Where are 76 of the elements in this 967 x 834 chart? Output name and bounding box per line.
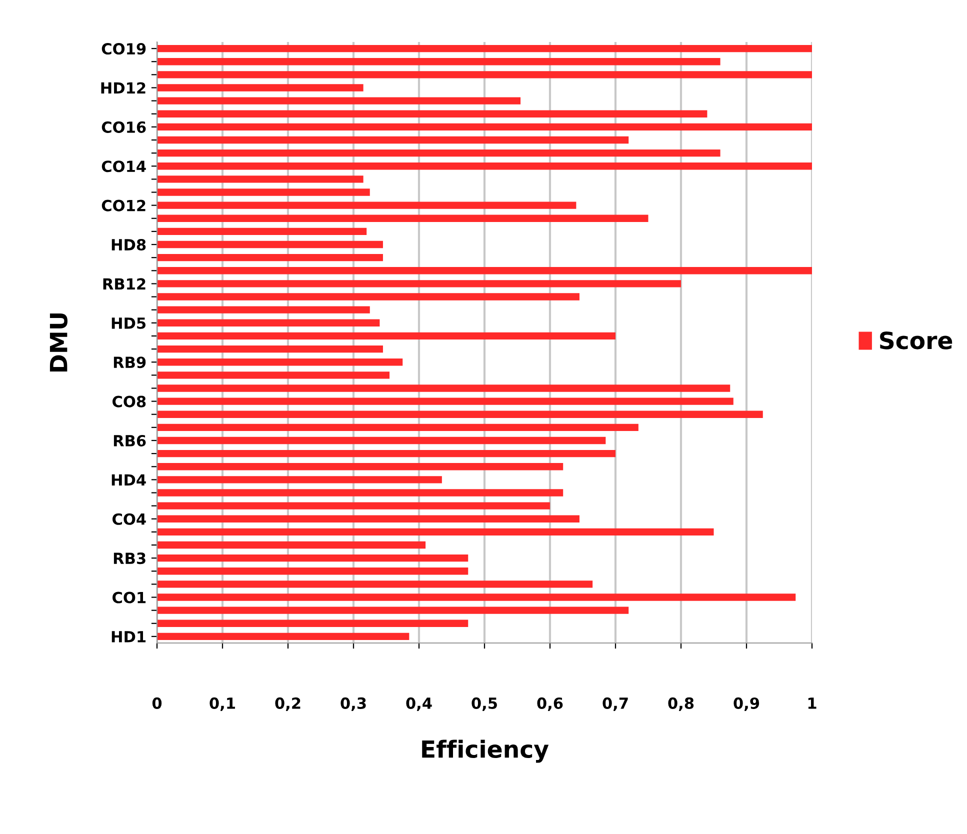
- bar: [157, 267, 812, 274]
- bar: [157, 398, 734, 405]
- bar: [157, 384, 730, 392]
- bar: [157, 319, 380, 326]
- y-tick-label: HD1: [112, 631, 146, 642]
- bar: [157, 594, 796, 601]
- bar: [157, 110, 708, 118]
- bar: [157, 450, 616, 458]
- y-tick-label: RB6: [114, 434, 146, 447]
- bar: [157, 345, 383, 353]
- bar: [157, 293, 580, 300]
- bar: [157, 358, 403, 366]
- x-tick-label: 0: [152, 697, 162, 709]
- bar: [157, 84, 364, 92]
- bar: [157, 372, 390, 379]
- x-tick-label: 0,5: [472, 697, 497, 711]
- y-tick-label: CO12: [102, 200, 146, 212]
- bar: [157, 44, 812, 52]
- y-tick-label: HD12: [101, 82, 146, 94]
- bar: [157, 162, 812, 170]
- y-tick-label: CO14: [102, 160, 146, 172]
- bar: [157, 528, 714, 536]
- y-tick-label: HD4: [112, 474, 146, 486]
- bar: [157, 476, 442, 484]
- bar: [157, 228, 367, 236]
- x-tick-label: 0,1: [210, 697, 235, 711]
- bar: [157, 97, 521, 104]
- bar: [157, 410, 763, 418]
- bar: [157, 188, 370, 196]
- bar: [157, 332, 616, 340]
- x-tick-label: 0,4: [406, 697, 432, 711]
- bar: [157, 620, 468, 627]
- x-tick-label: 0,2: [275, 697, 300, 711]
- y-tick-label: CO4: [112, 513, 146, 525]
- bar: [157, 424, 638, 432]
- bar: [157, 202, 576, 209]
- bar: [157, 123, 812, 131]
- y-tick-label: RB9: [114, 356, 146, 368]
- bar: [157, 463, 564, 470]
- legend-label: Score: [880, 331, 952, 350]
- bar: [157, 606, 629, 614]
- x-tick-label: 0,8: [668, 697, 694, 711]
- y-tick-label: RB12: [103, 278, 146, 290]
- bar: [157, 240, 383, 248]
- bar: [157, 306, 370, 314]
- bar: [157, 58, 720, 66]
- bar: [157, 436, 606, 444]
- bar: [157, 541, 426, 549]
- x-tick-label: 0,3: [340, 697, 366, 711]
- y-tick-label: CO1: [112, 592, 146, 604]
- x-tick-label: 1: [808, 698, 816, 709]
- x-tick-label: 0,7: [602, 697, 628, 711]
- bar: [157, 254, 383, 262]
- y-tick-label: CO19: [102, 43, 146, 55]
- bar: [157, 149, 720, 157]
- y-axis-title: DMU: [50, 314, 68, 372]
- y-tick-label: HD8: [112, 238, 146, 251]
- x-axis-title: Efficiency: [422, 740, 549, 763]
- bar: [157, 632, 410, 640]
- y-tick-label: CO16: [102, 121, 146, 133]
- bar: [157, 554, 468, 562]
- bar: [157, 176, 364, 183]
- bar: [157, 71, 812, 78]
- bar: [157, 489, 564, 496]
- y-tick-label: HD5: [112, 318, 146, 329]
- bar: [157, 502, 550, 510]
- bar: [157, 580, 593, 588]
- bar: [157, 280, 681, 288]
- x-tick-label: 0,6: [537, 697, 563, 711]
- bar: [157, 568, 468, 575]
- bar: [157, 136, 629, 144]
- y-tick-label: CO8: [112, 396, 146, 408]
- bar: [157, 515, 580, 522]
- x-tick-label: 0,9: [734, 697, 760, 711]
- y-tick-label: RB3: [114, 552, 146, 564]
- bar: [157, 214, 648, 222]
